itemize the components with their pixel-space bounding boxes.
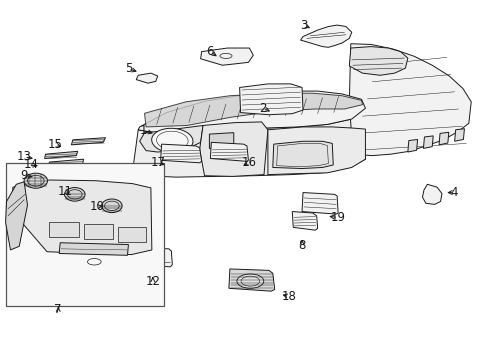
Text: 14: 14 [23, 158, 39, 171]
Polygon shape [11, 180, 152, 255]
Polygon shape [239, 84, 303, 115]
Polygon shape [137, 247, 172, 267]
Polygon shape [348, 46, 407, 75]
Text: 6: 6 [206, 45, 214, 58]
Polygon shape [48, 159, 83, 166]
Polygon shape [138, 91, 365, 133]
Polygon shape [272, 141, 332, 168]
Text: 3: 3 [300, 19, 307, 32]
Text: 15: 15 [48, 138, 62, 151]
Bar [118, 226, 146, 242]
Polygon shape [454, 129, 464, 141]
Ellipse shape [151, 128, 193, 153]
Text: 8: 8 [298, 239, 305, 252]
Polygon shape [228, 269, 274, 291]
Text: 19: 19 [330, 211, 345, 224]
Text: 16: 16 [242, 156, 256, 169]
Polygon shape [348, 44, 470, 156]
Ellipse shape [102, 199, 122, 213]
Polygon shape [438, 132, 448, 145]
Polygon shape [200, 48, 253, 65]
Polygon shape [422, 184, 441, 204]
Ellipse shape [24, 173, 47, 188]
Polygon shape [407, 139, 417, 152]
Text: 9: 9 [20, 169, 28, 182]
Text: 4: 4 [449, 186, 457, 199]
Text: 13: 13 [17, 150, 31, 163]
Polygon shape [300, 25, 351, 47]
Bar [49, 222, 79, 237]
Text: 18: 18 [282, 290, 296, 303]
Polygon shape [267, 127, 365, 175]
Text: 12: 12 [145, 275, 160, 288]
Ellipse shape [64, 188, 85, 201]
Polygon shape [44, 151, 78, 158]
Ellipse shape [237, 274, 263, 288]
Polygon shape [59, 243, 128, 255]
Polygon shape [302, 193, 337, 214]
Polygon shape [209, 133, 233, 148]
Polygon shape [132, 108, 365, 177]
Text: 7: 7 [54, 303, 62, 316]
Polygon shape [136, 73, 158, 83]
Polygon shape [210, 142, 248, 161]
Polygon shape [5, 182, 27, 250]
Polygon shape [292, 212, 317, 230]
Polygon shape [160, 144, 201, 163]
Text: 2: 2 [259, 102, 266, 115]
Text: 10: 10 [90, 201, 104, 213]
Text: 1: 1 [139, 124, 146, 137]
Polygon shape [423, 136, 432, 148]
Bar [83, 224, 113, 239]
Polygon shape [71, 138, 105, 145]
Polygon shape [199, 122, 267, 176]
Bar [5, 163, 163, 306]
Text: 5: 5 [124, 62, 132, 75]
Text: 11: 11 [58, 185, 72, 198]
Text: 17: 17 [150, 156, 165, 169]
Polygon shape [144, 93, 362, 127]
Polygon shape [140, 126, 203, 152]
